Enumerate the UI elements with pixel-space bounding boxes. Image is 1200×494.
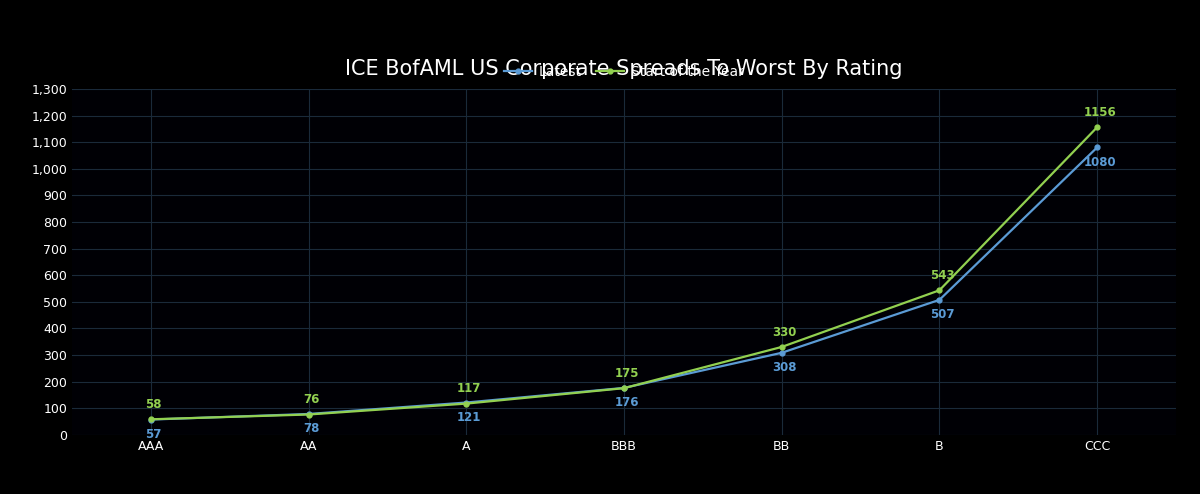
Text: 1156: 1156 bbox=[1084, 106, 1116, 119]
Line: Start of the Year: Start of the Year bbox=[149, 125, 1099, 422]
Latest bbox=[617, 385, 631, 391]
Text: 58: 58 bbox=[145, 398, 162, 411]
Text: 308: 308 bbox=[773, 361, 797, 374]
Start of the Year bbox=[932, 288, 947, 293]
Text: 57: 57 bbox=[145, 428, 162, 441]
Start of the Year bbox=[1090, 124, 1104, 130]
Text: 117: 117 bbox=[457, 382, 481, 395]
Start of the Year bbox=[774, 344, 788, 350]
Latest bbox=[301, 411, 316, 417]
Text: 543: 543 bbox=[930, 269, 954, 282]
Title: ICE BofAML US Corporate Spreads To Worst By Rating: ICE BofAML US Corporate Spreads To Worst… bbox=[346, 59, 902, 79]
Text: 1080: 1080 bbox=[1084, 156, 1116, 169]
Text: 507: 507 bbox=[930, 308, 954, 321]
Start of the Year bbox=[617, 385, 631, 391]
Start of the Year bbox=[144, 416, 158, 422]
Line: Latest: Latest bbox=[149, 145, 1099, 422]
Start of the Year bbox=[301, 412, 316, 417]
Text: 78: 78 bbox=[304, 422, 319, 435]
Latest bbox=[1090, 144, 1104, 150]
Text: 330: 330 bbox=[773, 326, 797, 338]
Text: 176: 176 bbox=[614, 396, 640, 409]
Latest bbox=[932, 297, 947, 303]
Text: 76: 76 bbox=[304, 393, 319, 406]
Legend: Latest, Start of the Year: Latest, Start of the Year bbox=[500, 61, 748, 83]
Text: 121: 121 bbox=[457, 411, 481, 424]
Start of the Year bbox=[460, 401, 474, 407]
Text: 175: 175 bbox=[614, 367, 640, 380]
Latest bbox=[774, 350, 788, 356]
Latest bbox=[144, 416, 158, 422]
Latest bbox=[460, 400, 474, 406]
